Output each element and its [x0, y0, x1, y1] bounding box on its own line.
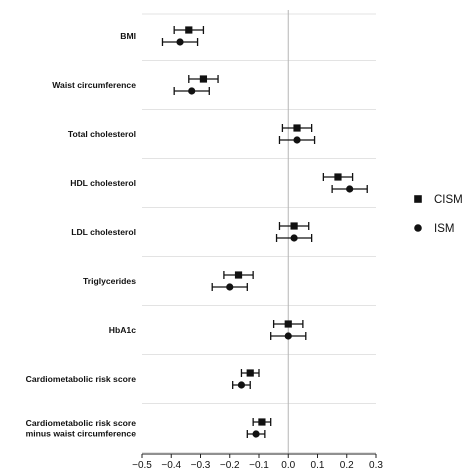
legend: CISM ISM [414, 194, 463, 235]
row-separators [142, 13, 376, 453]
point-estimate-cism [185, 26, 193, 34]
point-estimate-cism [258, 418, 266, 426]
x-tick-label: −0.4 [161, 460, 181, 471]
x-tick-label: −0.3 [191, 460, 211, 471]
point-estimate-ism [293, 136, 301, 144]
category-label-line: Triglycerides [83, 276, 136, 286]
point-estimate-cism [334, 173, 342, 181]
point-estimate-ism [252, 430, 260, 438]
point-estimate-ism [284, 332, 292, 340]
x-tick-label: 0.2 [340, 460, 354, 471]
category-label: BMI [120, 31, 136, 41]
x-tick-label: 0.3 [369, 460, 383, 471]
point-estimate-cism [199, 75, 208, 83]
category-label-line: Waist circumference [52, 80, 136, 90]
data-marks [161, 26, 368, 438]
point-estimate-cism [290, 222, 298, 230]
point-estimate-ism [290, 234, 298, 242]
x-tick-label: −0.2 [220, 460, 240, 471]
category-label-line: BMI [120, 31, 136, 41]
category-label: Triglycerides [83, 276, 136, 286]
point-estimate-ism [188, 87, 196, 95]
legend-square-icon [414, 195, 422, 203]
x-tick-label: 0.0 [281, 460, 295, 471]
category-label-line: HDL cholesterol [70, 178, 136, 188]
category-label-line: Cardiometabolic risk score [26, 374, 137, 384]
category-label: Waist circumference [52, 80, 136, 90]
point-estimate-ism [346, 185, 354, 193]
x-tick-label: −0.1 [249, 460, 269, 471]
category-labels: BMI Waist circumference Total cholesterol H… [26, 31, 137, 439]
x-tick-label: −0.5 [132, 460, 152, 471]
category-label: Cardiometabolic risk score minus waist ci… [26, 418, 137, 439]
x-tick-label: 0.1 [311, 460, 325, 471]
legend-label-cism: CISM [434, 194, 463, 206]
x-axis: −0.5 −0.4 −0.3 −0.2 −0.1 0.0 0.1 0.2 0.3 [132, 453, 383, 471]
category-label-line: LDL cholesterol [71, 227, 136, 237]
category-label-line: HbA1c [109, 325, 136, 335]
category-label-line: minus waist circumference [26, 429, 137, 439]
legend-label-ism: ISM [434, 223, 454, 235]
category-label: HDL cholesterol [70, 178, 136, 188]
point-estimate-cism [284, 320, 292, 328]
point-estimate-cism [246, 369, 254, 377]
category-label: LDL cholesterol [71, 227, 136, 237]
category-label: Total cholesterol [68, 129, 136, 139]
point-estimate-cism [234, 271, 243, 279]
point-estimate-ism [226, 283, 234, 291]
point-estimate-ism [237, 381, 246, 389]
category-label-line: Total cholesterol [68, 129, 136, 139]
legend-circle-icon [414, 224, 422, 232]
category-label: HbA1c [109, 325, 136, 335]
category-label: Cardiometabolic risk score [26, 374, 137, 384]
point-estimate-ism [176, 38, 184, 46]
category-label-line: Cardiometabolic risk score [26, 418, 137, 428]
point-estimate-cism [293, 124, 301, 132]
